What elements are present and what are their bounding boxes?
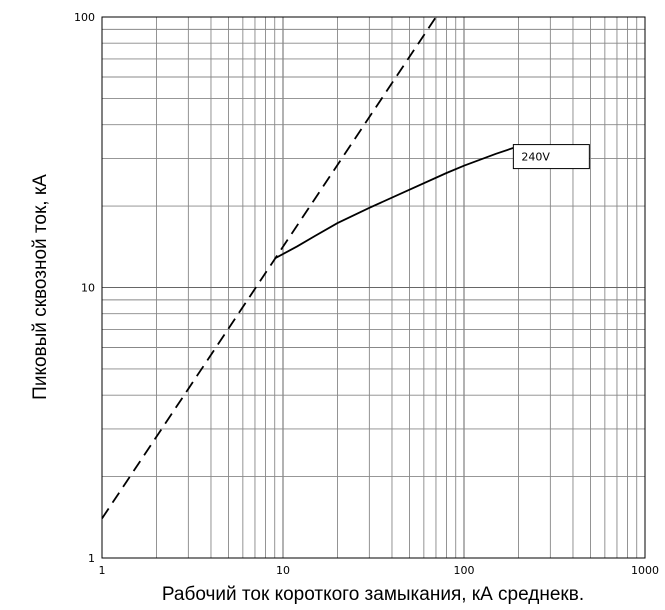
y-tick-label: 100	[74, 11, 95, 24]
tick-labels: 1 10 100 1000 1 10 100	[74, 11, 659, 577]
x-axis-title: Рабочий ток короткого замыкания, кА сред…	[162, 584, 584, 605]
y-axis-title: Пиковый сквозной ток, кА	[30, 174, 51, 400]
x-tick-label: 1000	[631, 564, 659, 577]
plot-frame	[101, 16, 646, 559]
series-line-dashed	[101, 16, 437, 519]
series-layer	[101, 16, 519, 519]
annotations: 240V	[512, 144, 590, 170]
x-tick-label: 1	[99, 564, 106, 577]
y-tick-label: 10	[81, 282, 95, 295]
annotation-label-240v: 240V	[521, 151, 550, 164]
x-tick-label: 100	[454, 564, 475, 577]
annotation-box	[512, 144, 590, 170]
x-tick-label: 10	[276, 564, 290, 577]
grid	[101, 16, 646, 559]
y-tick-label: 1	[88, 552, 95, 565]
series-line-240v	[274, 145, 519, 260]
